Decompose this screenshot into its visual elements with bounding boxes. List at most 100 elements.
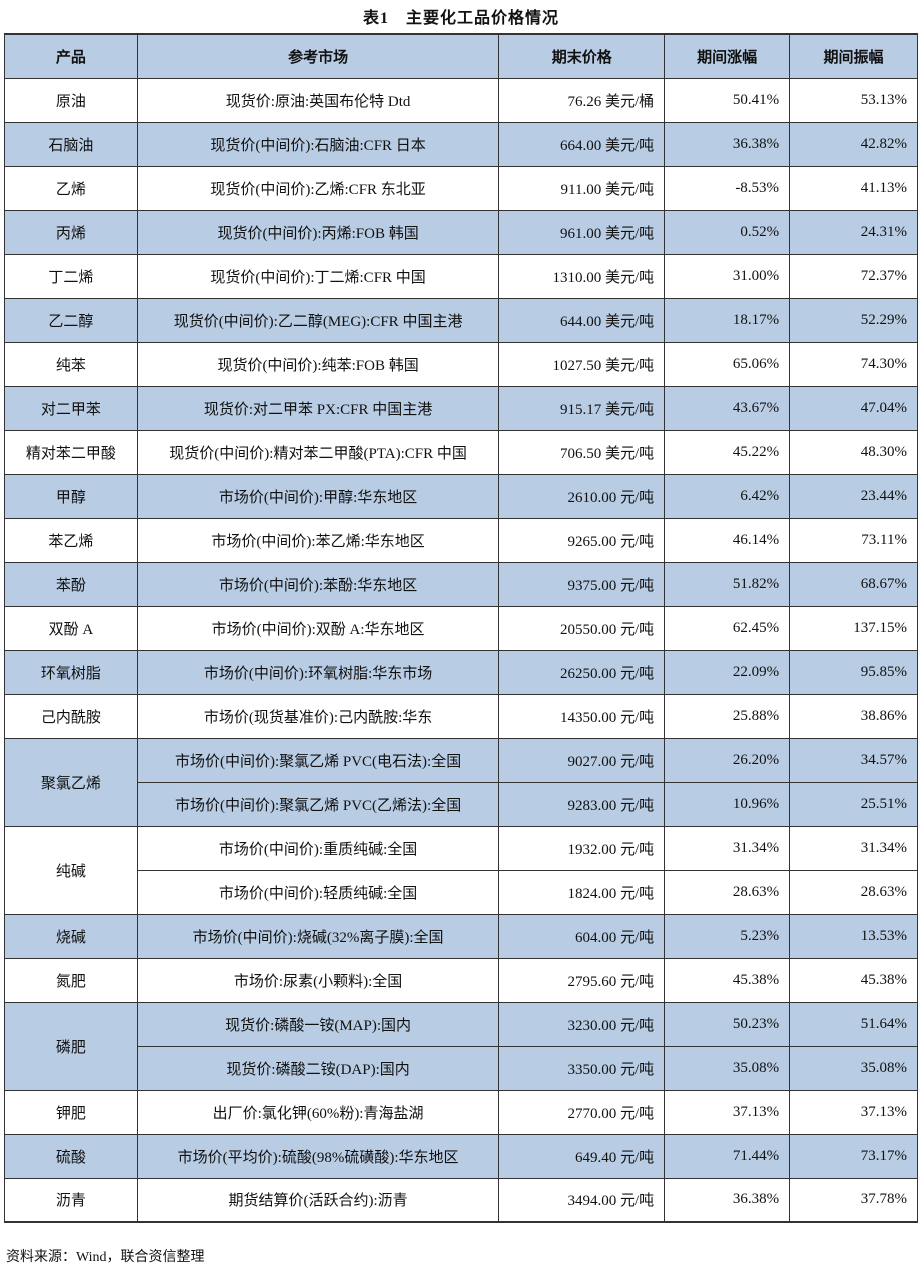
source-note: 资料来源：Wind，联合资信整理 [6,1250,205,1265]
product-cell: 钾肥 [4,1089,138,1135]
product-cell: 丙烯 [4,209,138,255]
amplitude-cell: 38.86% [789,693,918,739]
price-cell: 3230.00 元/吨 [498,1001,666,1047]
table-row: 市场价(中间价):轻质纯碱:全国 1824.00 元/吨 28.63% 28.63% [5,869,918,915]
market-cell: 市场价(中间价):重质纯碱:全国 [136,825,500,871]
amplitude-cell: 45.38% [789,957,918,1003]
change-cell: 36.38% [664,121,791,167]
table-row: 精对苯二甲酸 现货价(中间价):精对苯二甲酸(PTA):CFR 中国 706.50 … [4,429,918,475]
change-cell: 18.17% [664,297,791,343]
change-cell: 35.08% [664,1045,791,1091]
table-row: 市场价(中间价):聚氯乙烯 PVC(乙烯法):全国 9283.00 元/吨 10.9… [5,781,918,827]
change-cell: -8.53% [664,165,791,211]
change-cell: 65.06% [664,341,791,387]
amplitude-cell: 52.29% [789,297,918,343]
change-cell: 50.23% [664,1001,791,1047]
amplitude-cell: 68.67% [789,561,918,607]
table-row: 聚氯乙烯 市场价(中间价):聚氯乙烯 PVC(电石法):全国 9027.00 元/吨… [4,737,918,827]
market-cell: 现货价(中间价):丁二烯:CFR 中国 [136,253,500,299]
price-cell: 649.40 元/吨 [498,1133,666,1179]
market-cell: 现货价(中间价):精对苯二甲酸(PTA):CFR 中国 [136,429,500,475]
amplitude-cell: 37.13% [789,1089,918,1135]
change-cell: 50.41% [664,77,791,123]
market-cell: 市场价(中间价):双酚 A:华东地区 [136,605,500,651]
amplitude-cell: 37.78% [789,1177,918,1223]
market-cell: 现货价(中间价):丙烯:FOB 韩国 [136,209,500,255]
price-cell: 9283.00 元/吨 [498,781,666,827]
price-cell: 961.00 美元/吨 [498,209,666,255]
market-cell: 市场价(中间价):苯酚:华东地区 [136,561,500,607]
price-cell: 604.00 元/吨 [498,913,666,959]
change-cell: 25.88% [664,693,791,739]
price-cell: 2610.00 元/吨 [498,473,666,519]
change-cell: 46.14% [664,517,791,563]
amplitude-cell: 137.15% [789,605,918,651]
market-cell: 市场价(中间价):轻质纯碱:全国 [136,869,500,915]
change-cell: 31.34% [664,825,791,871]
table-header-row: 产品 参考市场 期末价格 期间涨幅 期间振幅 [4,33,918,79]
market-cell: 市场价(中间价):聚氯乙烯 PVC(电石法):全国 [136,737,500,783]
table-row: 沥青 期货结算价(活跃合约):沥青 3494.00 元/吨 36.38% 37.78% [4,1177,918,1223]
price-cell: 2770.00 元/吨 [498,1089,666,1135]
price-cell: 76.26 美元/桶 [498,77,666,123]
amplitude-cell: 31.34% [789,825,918,871]
amplitude-cell: 23.44% [789,473,918,519]
product-cell: 纯苯 [4,341,138,387]
table-row: 磷肥 现货价:磷酸一铵(MAP):国内 3230.00 元/吨 50.23% 51.64… [4,1001,918,1091]
price-cell: 3350.00 元/吨 [498,1045,666,1091]
amplitude-cell: 24.31% [789,209,918,255]
table-row: 苯乙烯 市场价(中间价):苯乙烯:华东地区 9265.00 元/吨 46.14% 73.… [4,517,918,563]
price-cell: 20550.00 元/吨 [498,605,666,651]
market-cell: 出厂价:氯化钾(60%粉):青海盐湖 [136,1089,500,1135]
product-cell: 己内酰胺 [4,693,138,739]
amplitude-cell: 72.37% [789,253,918,299]
product-cell: 聚氯乙烯 [4,737,138,827]
table-row: 甲醇 市场价(中间价):甲醇:华东地区 2610.00 元/吨 6.42% 23.44% [4,473,918,519]
price-cell: 706.50 美元/吨 [498,429,666,475]
table-row: 丙烯 现货价(中间价):丙烯:FOB 韩国 961.00 美元/吨 0.52% 24.3… [4,209,918,255]
change-cell: 0.52% [664,209,791,255]
amplitude-cell: 95.85% [789,649,918,695]
price-cell: 1310.00 美元/吨 [498,253,666,299]
product-cell: 硫酸 [4,1133,138,1179]
table-row: 纯碱 市场价(中间价):重质纯碱:全国 1932.00 元/吨 31.34% 31.34… [4,825,918,915]
market-cell: 现货价:磷酸二铵(DAP):国内 [136,1045,500,1091]
price-cell: 2795.60 元/吨 [498,957,666,1003]
table-row: 纯苯 现货价(中间价):纯苯:FOB 韩国 1027.50 美元/吨 65.06% 74… [4,341,918,387]
market-cell: 现货价(中间价):石脑油:CFR 日本 [136,121,500,167]
amplitude-cell: 73.11% [789,517,918,563]
price-cell: 1824.00 元/吨 [498,869,666,915]
product-cell: 磷肥 [4,1001,138,1091]
price-cell: 9027.00 元/吨 [498,737,666,783]
market-cell: 市场价(中间价):环氧树脂:华东市场 [136,649,500,695]
amplitude-cell: 48.30% [789,429,918,475]
market-cell: 市场价(平均价):硫酸(98%硫磺酸):华东地区 [136,1133,500,1179]
price-cell: 664.00 美元/吨 [498,121,666,167]
change-cell: 10.96% [664,781,791,827]
change-cell: 6.42% [664,473,791,519]
change-cell: 28.63% [664,869,791,915]
change-cell: 43.67% [664,385,791,431]
price-cell: 26250.00 元/吨 [498,649,666,695]
amplitude-cell: 41.13% [789,165,918,211]
amplitude-cell: 13.53% [789,913,918,959]
product-cell: 沥青 [4,1177,138,1223]
product-cell: 石脑油 [4,121,138,167]
market-cell: 现货价(中间价):乙烯:CFR 东北亚 [136,165,500,211]
product-cell: 乙二醇 [4,297,138,343]
amplitude-cell: 34.57% [789,737,918,783]
header-market: 参考市场 [136,33,500,79]
table-row: 乙二醇 现货价(中间价):乙二醇(MEG):CFR 中国主港 644.00 美元/吨… [4,297,918,343]
market-cell: 市场价(中间价):苯乙烯:华东地区 [136,517,500,563]
table-row: 丁二烯 现货价(中间价):丁二烯:CFR 中国 1310.00 美元/吨 31.00%… [4,253,918,299]
table-row: 石脑油 现货价(中间价):石脑油:CFR 日本 664.00 美元/吨 36.38% 4… [4,121,918,167]
change-cell: 31.00% [664,253,791,299]
market-cell: 市场价(中间价):烧碱(32%离子膜):全国 [136,913,500,959]
change-cell: 22.09% [664,649,791,695]
product-cell: 氮肥 [4,957,138,1003]
amplitude-cell: 42.82% [789,121,918,167]
price-cell: 9265.00 元/吨 [498,517,666,563]
amplitude-cell: 51.64% [789,1001,918,1047]
market-cell: 现货价(中间价):纯苯:FOB 韩国 [136,341,500,387]
market-cell: 期货结算价(活跃合约):沥青 [136,1177,500,1223]
